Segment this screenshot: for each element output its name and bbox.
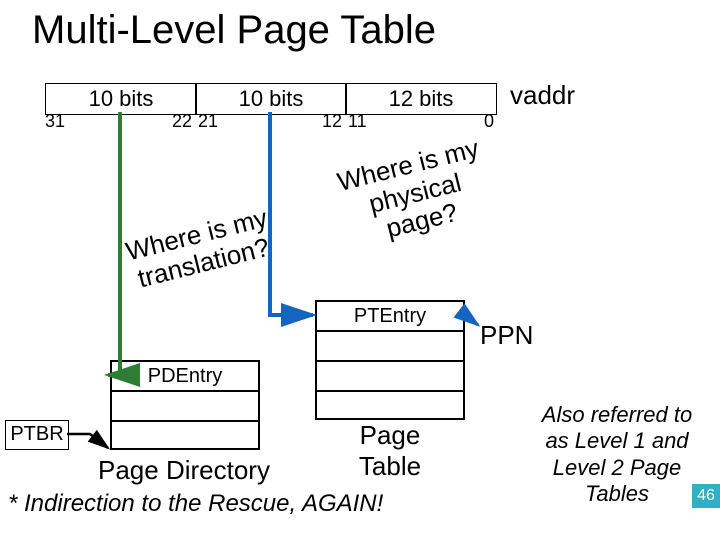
page-table-row: PTEntry [317,302,463,332]
page-directory-row: PDEntry [112,362,258,392]
page-table-caption: Page Table [345,420,435,482]
vaddr-field-1-label: 10 bits [239,86,304,111]
page-directory-caption: Page Directory [98,455,270,486]
annot-physical: Where is my physical page? [308,127,523,259]
bitnum-21: 21 [198,111,218,132]
page-directory-row [112,422,258,452]
page-table-box: PTEntry [315,300,465,420]
page-title: Multi-Level Page Table [32,8,436,53]
ptentry-label: PTEntry [317,302,463,330]
vaddr-field-2: 12 bits [345,83,497,115]
side-note: Also referred to as Level 1 and Level 2 … [522,402,712,508]
page-table-row [317,332,463,362]
arrow-ptbr-to-pd [67,434,108,448]
bitnum-12: 12 [322,111,342,132]
annot-translation: Where is my translation? [91,195,309,301]
bitnum-22: 22 [172,111,192,132]
ptbr-register: PTBR [5,420,69,450]
vaddr-field-0-label: 10 bits [89,86,154,111]
pdentry-label: PDEntry [112,362,258,390]
footer-text: * Indirection to the Rescue, AGAIN! [8,490,383,518]
arrow-pt-to-ppn [465,315,478,325]
page-table-row [317,392,463,422]
vaddr-field-2-label: 12 bits [389,86,454,111]
page-directory-row [112,392,258,422]
vaddr-label: vaddr [510,80,575,111]
page-directory-box: PDEntry [110,360,260,450]
ppn-label: PPN [480,320,533,351]
bitnum-31: 31 [45,111,65,132]
page-number: 46 [697,487,715,504]
page-number-badge: 46 [692,484,720,508]
page-table-row [317,362,463,392]
bitnum-11: 11 [348,111,367,132]
